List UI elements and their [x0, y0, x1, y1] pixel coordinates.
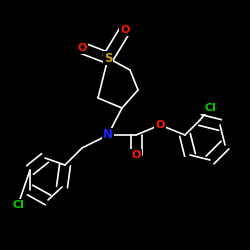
- Text: N: N: [103, 128, 113, 141]
- Text: O: O: [155, 120, 165, 130]
- Text: O: O: [131, 150, 141, 160]
- Text: Cl: Cl: [12, 200, 24, 210]
- Text: Cl: Cl: [204, 103, 216, 113]
- Text: O: O: [120, 25, 130, 35]
- Text: O: O: [77, 43, 87, 53]
- Text: S: S: [104, 52, 112, 64]
